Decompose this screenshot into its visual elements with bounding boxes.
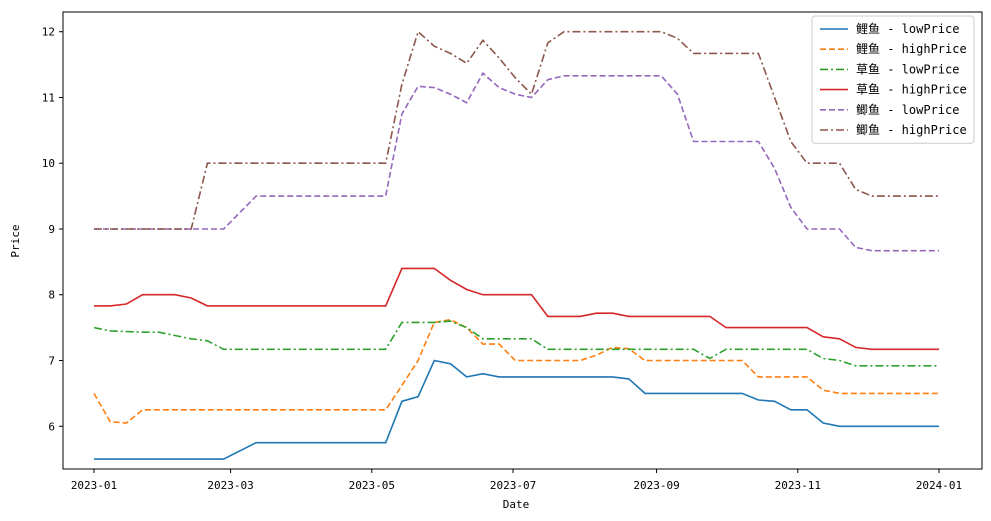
y-tick-label: 6	[48, 420, 55, 433]
legend-entry-0: 鲤鱼 - lowPrice	[856, 22, 959, 36]
y-axis-label: Price	[9, 224, 22, 257]
series-line-0	[94, 359, 939, 460]
y-tick-label: 10	[42, 157, 55, 170]
y-tick-label: 9	[48, 223, 55, 236]
x-tick-label: 2023-11	[775, 479, 821, 492]
legend-entry-2: 草鱼 - lowPrice	[856, 62, 959, 76]
legend-box	[811, 15, 975, 144]
x-axis-ticks: 2023-01 2023-03 2023-05 2023-07 2023-09 2023-…	[71, 469, 962, 492]
legend: 鲤鱼 - lowPrice 鲤鱼 - highPrice 草鱼 - lowPrice…	[811, 15, 975, 144]
series-line-4	[94, 71, 939, 252]
series-line-1	[93, 318, 939, 424]
y-tick-label: 7	[48, 355, 55, 368]
series-lines	[93, 30, 939, 460]
y-axis-ticks: 6 7 8 9 10 11 12	[42, 26, 63, 433]
y-tick-label: 12	[42, 26, 55, 39]
x-axis-label: Date	[503, 498, 530, 511]
x-tick-label: 2023-03	[207, 479, 253, 492]
legend-entry-5: 鲫鱼 - highPrice	[856, 123, 967, 137]
legend-entry-3: 草鱼 - highPrice	[856, 83, 967, 97]
plot-frame	[62, 11, 983, 470]
x-tick-label: 2023-05	[349, 479, 395, 492]
legend-entry-1: 鲤鱼 - highPrice	[856, 42, 967, 56]
series-line-3	[94, 267, 939, 351]
y-tick-label: 8	[48, 289, 55, 302]
series-line-5	[94, 30, 939, 230]
x-tick-label: 2023-07	[490, 479, 536, 492]
x-tick-label: 2023-01	[71, 479, 117, 492]
y-tick-label: 11	[42, 91, 55, 104]
x-tick-label: 2023-09	[633, 479, 679, 492]
series-line-2	[93, 320, 939, 367]
legend-entry-4: 鲫鱼 - lowPrice	[856, 103, 959, 117]
x-tick-label: 2024-01	[916, 479, 962, 492]
